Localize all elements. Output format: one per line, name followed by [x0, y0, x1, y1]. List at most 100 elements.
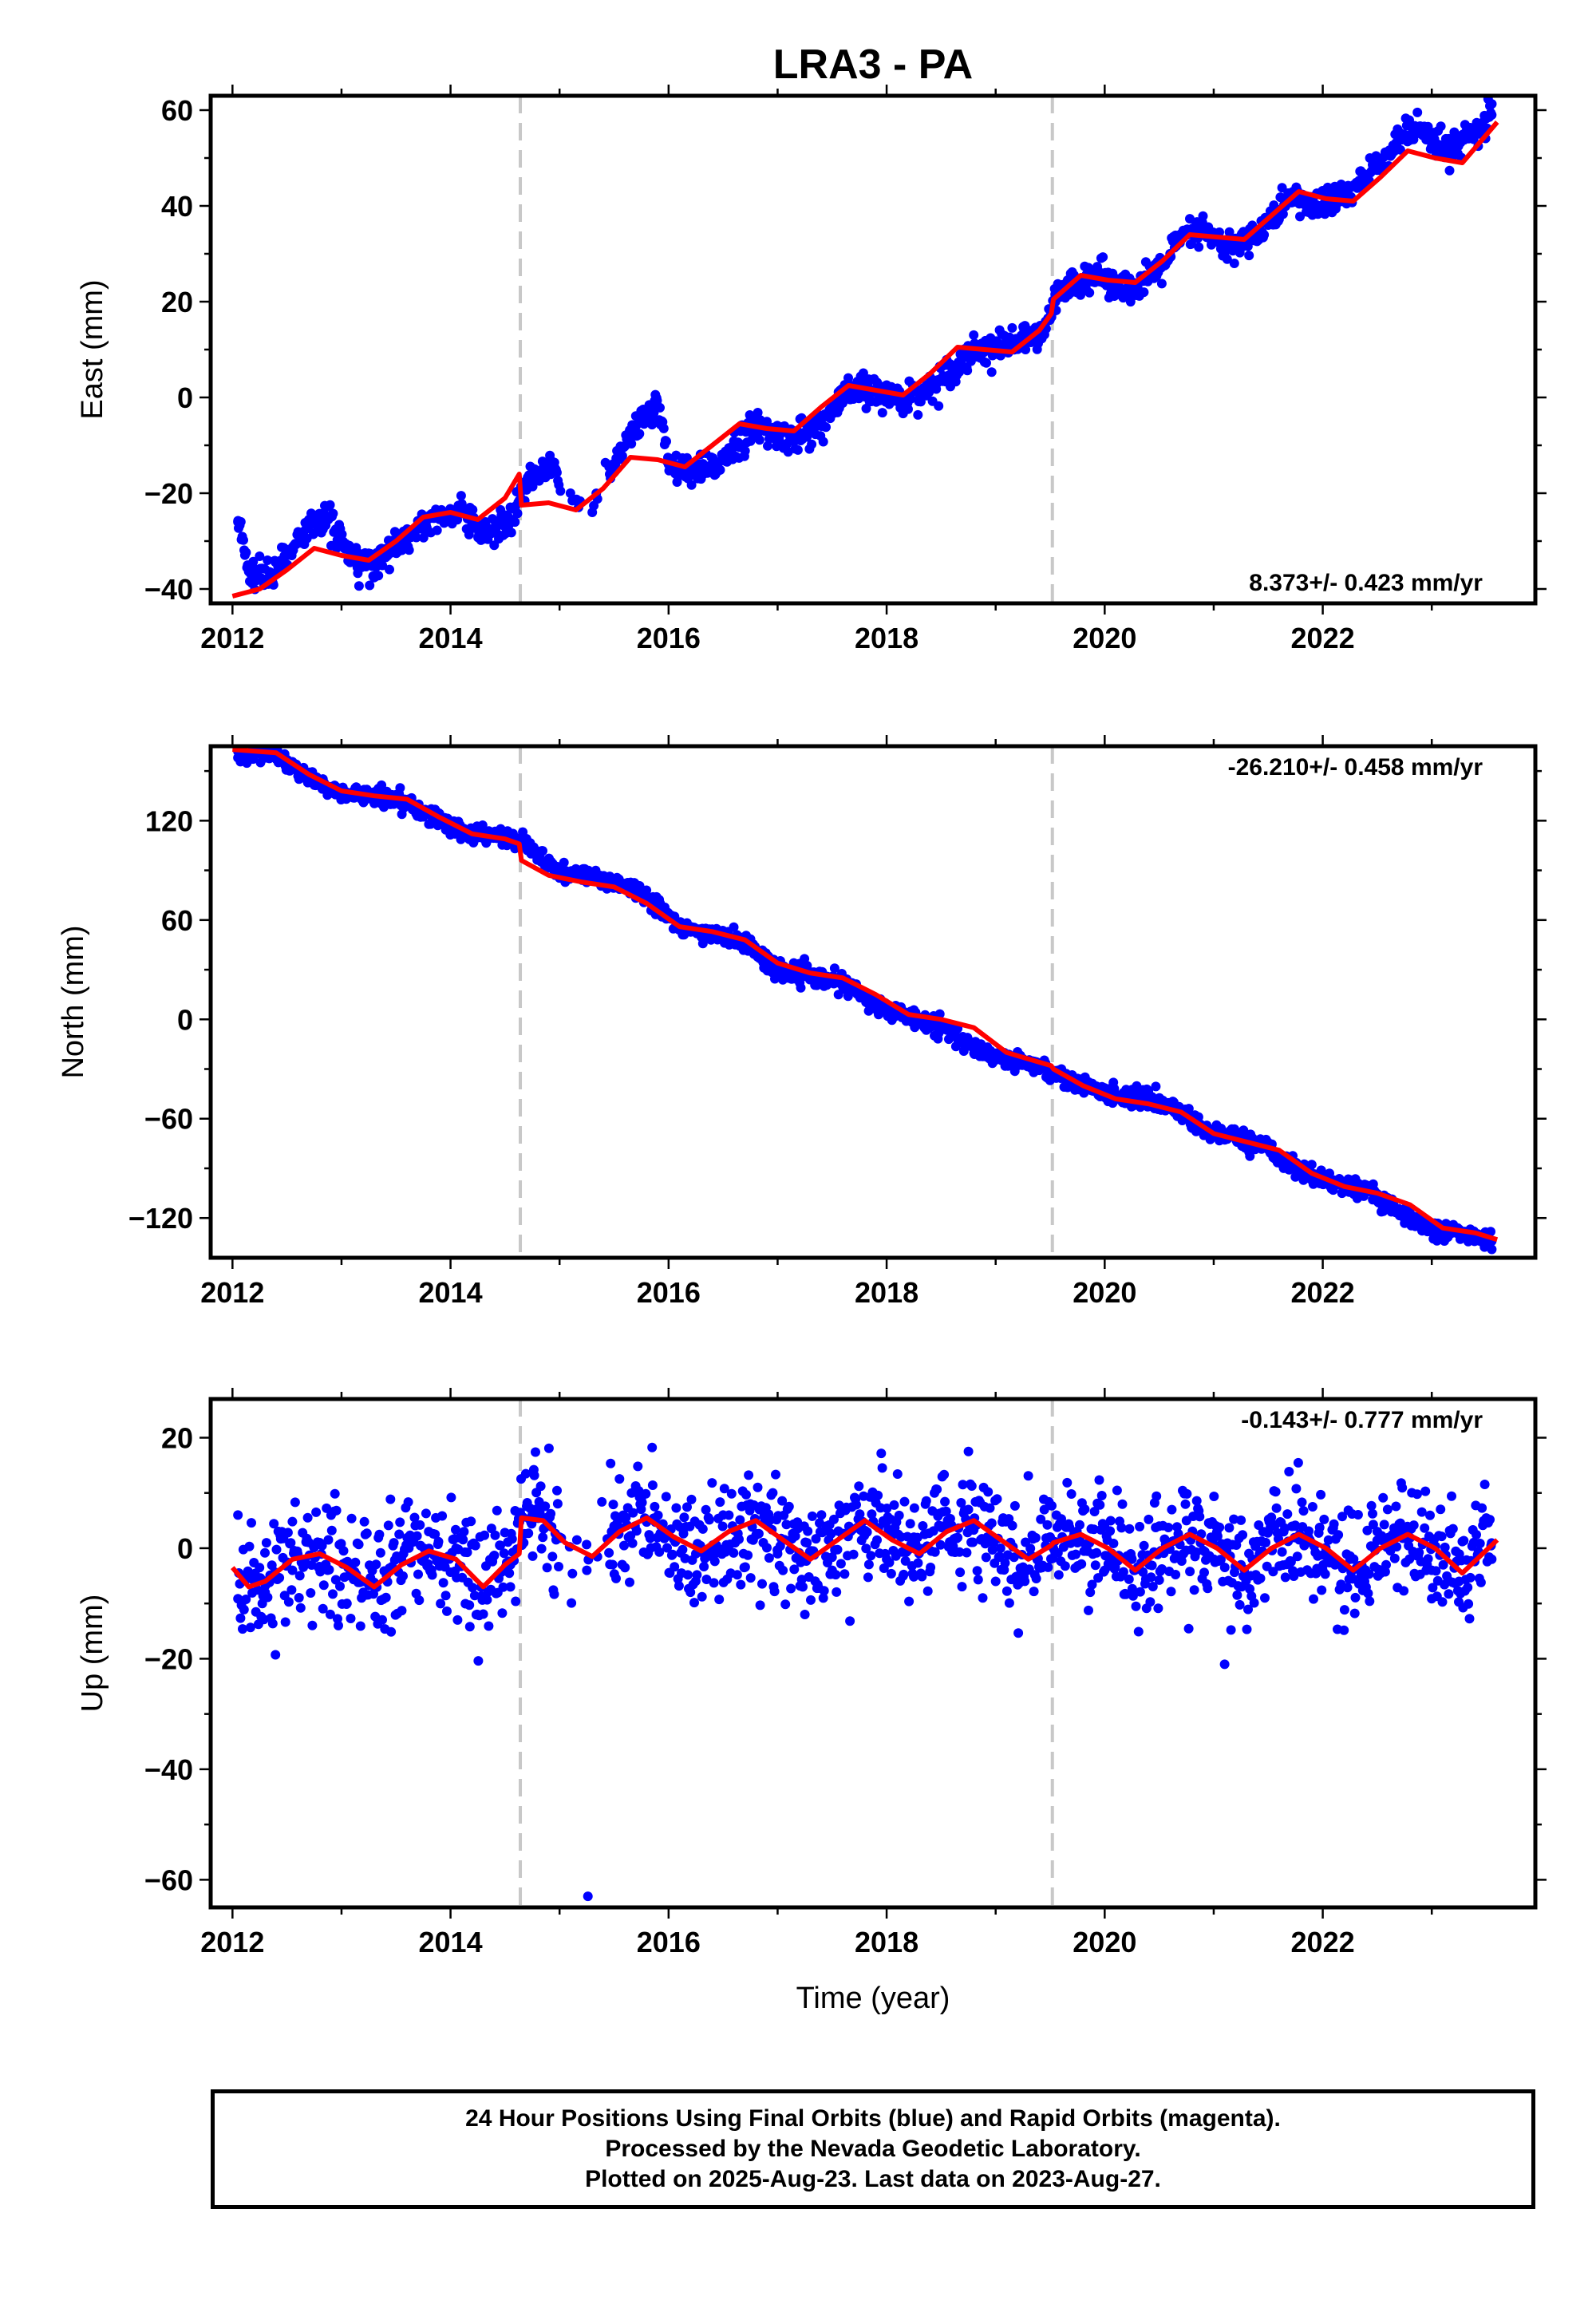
up-data-point	[1459, 1535, 1469, 1546]
up-data-point	[892, 1469, 903, 1479]
up-data-point	[1135, 1521, 1145, 1531]
east-data-point	[1222, 254, 1232, 264]
up-data-point	[414, 1595, 425, 1606]
up-data-point	[597, 1496, 607, 1507]
up-data-point	[1180, 1499, 1191, 1509]
north-data-point	[833, 990, 843, 1000]
up-data-point	[932, 1484, 942, 1495]
east-data-point	[263, 555, 273, 565]
up-data-point	[359, 1516, 369, 1527]
up-data-point	[1116, 1523, 1127, 1533]
up-data-point	[1337, 1512, 1347, 1522]
up-data-point	[845, 1616, 855, 1626]
up-data-point	[430, 1529, 440, 1539]
up-data-point	[1280, 1523, 1290, 1533]
up-data-point	[697, 1524, 708, 1534]
east-data-point	[686, 480, 697, 490]
up-data-point	[983, 1487, 994, 1497]
up-data-point	[468, 1583, 478, 1593]
east-data-point	[510, 517, 520, 528]
up-data-point	[904, 1596, 915, 1607]
up-data-point	[498, 1582, 508, 1592]
up-data-point	[909, 1571, 919, 1582]
up-data-point	[459, 1527, 469, 1537]
up-data-point	[1127, 1583, 1137, 1594]
up-data-point	[1215, 1555, 1226, 1565]
up-data-point	[334, 1620, 343, 1630]
up-data-point	[1135, 1587, 1145, 1597]
up-data-point	[918, 1521, 928, 1531]
up-data-point	[1133, 1626, 1144, 1637]
up-data-point	[478, 1609, 488, 1619]
up-data-point	[552, 1499, 563, 1509]
north-frame	[208, 744, 1538, 1260]
up-data-point	[921, 1496, 931, 1506]
up-data-point	[462, 1547, 472, 1558]
up-data-point	[386, 1626, 397, 1637]
up-data-point	[542, 1563, 552, 1573]
north-data-point	[559, 857, 569, 868]
up-data-point	[714, 1595, 725, 1605]
up-data-point	[953, 1532, 963, 1543]
up-data-point	[962, 1547, 972, 1558]
up-data-point	[1182, 1488, 1192, 1499]
up-data-point	[701, 1575, 712, 1584]
up-data-point	[260, 1547, 270, 1558]
up-data-point	[489, 1551, 500, 1560]
up-data-point	[855, 1509, 865, 1520]
up-data-point	[985, 1503, 995, 1513]
east-data-point	[354, 581, 364, 591]
up-data-point	[371, 1559, 381, 1570]
up-data-point	[786, 1583, 796, 1594]
up-data-point	[322, 1503, 332, 1513]
up-data-point	[241, 1595, 251, 1604]
up-data-point	[1191, 1496, 1202, 1506]
east-x-tick-label: 2022	[1291, 622, 1355, 654]
north-data-point	[1325, 1168, 1334, 1179]
up-data-point	[1166, 1587, 1176, 1597]
up-data-point	[1389, 1553, 1400, 1563]
east-y-tick-label: 0	[177, 381, 193, 414]
east-data-point	[255, 551, 265, 561]
up-data-point	[872, 1535, 882, 1545]
up-data-point	[286, 1585, 297, 1595]
up-data-point	[692, 1570, 702, 1580]
up-data-point	[470, 1540, 480, 1551]
up-data-point	[238, 1624, 247, 1634]
up-data-point	[829, 1514, 839, 1524]
up-data-point	[1349, 1554, 1359, 1564]
north-x-tick-label: 2016	[637, 1276, 701, 1309]
up-data-point	[571, 1535, 582, 1545]
east-data-point	[555, 486, 566, 496]
east-data-point	[982, 358, 991, 368]
up-data-point	[1392, 1542, 1402, 1552]
up-data-point	[1284, 1467, 1294, 1476]
up-data-point	[421, 1508, 431, 1519]
east-data-point	[740, 446, 750, 456]
up-data-point	[520, 1468, 531, 1479]
up-data-point	[1399, 1586, 1409, 1596]
up-data-point	[966, 1481, 977, 1491]
up-data-point	[1368, 1520, 1378, 1530]
up-data-point	[326, 1525, 337, 1535]
up-data-point	[713, 1513, 724, 1524]
east-data-point	[1486, 108, 1496, 118]
up-data-point	[1479, 1480, 1490, 1489]
up-data-point	[968, 1537, 978, 1547]
up-data-point	[876, 1448, 887, 1459]
up-data-point	[1280, 1572, 1290, 1583]
up-data-point	[958, 1480, 968, 1490]
up-data-point	[1438, 1559, 1448, 1570]
up-data-point	[1255, 1573, 1266, 1583]
up-data-point	[819, 1586, 829, 1596]
up-data-point	[956, 1498, 966, 1508]
up-data-point	[899, 1496, 910, 1507]
up-data-point	[1009, 1500, 1020, 1511]
up-data-point	[1319, 1514, 1329, 1524]
up-data-point	[633, 1461, 643, 1472]
up-data-point	[464, 1600, 475, 1611]
up-data-point	[294, 1571, 305, 1581]
east-data-point	[617, 451, 627, 461]
up-data-point	[1309, 1594, 1318, 1604]
up-data-point	[263, 1592, 273, 1603]
